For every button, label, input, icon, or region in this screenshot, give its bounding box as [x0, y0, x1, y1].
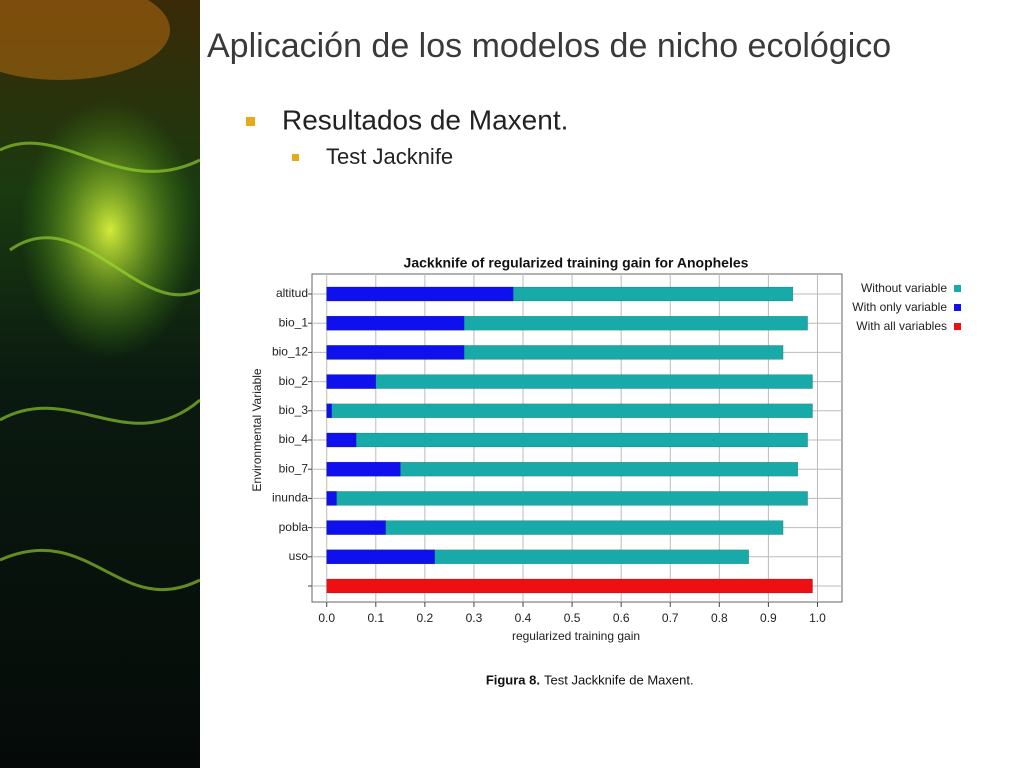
chart-title: Jackknife of regularized training gain f…: [404, 255, 749, 271]
x-tick-label: 0.3: [466, 611, 483, 625]
legend-label: With only variable: [852, 300, 947, 314]
caption-text: Test Jackknife de Maxent.: [544, 672, 694, 687]
x-axis-label: regularized training gain: [512, 629, 640, 643]
bar: [326, 374, 377, 389]
bar: [326, 520, 784, 535]
bar: [326, 345, 465, 360]
x-tick-label: 0.5: [564, 611, 581, 625]
legend-swatch: [954, 323, 961, 330]
side-swirl: [0, 141, 201, 592]
legend-label: With all variables: [856, 319, 947, 333]
bullet-icon: [246, 117, 255, 126]
slide-title: Aplicación de los modelos de nicho ecoló…: [207, 27, 891, 65]
x-tick-label: 0.0: [318, 611, 335, 625]
side-glow: [20, 100, 200, 360]
bar: [326, 432, 357, 448]
bar: [326, 491, 337, 506]
caption-label: Figura 8.: [486, 672, 540, 687]
bullet-text: Resultados de Maxent.: [282, 104, 568, 135]
sub-bullet-text: Test Jacknife: [326, 144, 453, 169]
y-tick-label: bio_4: [279, 432, 309, 446]
bar: [326, 315, 465, 331]
y-tick-label: bio_12: [272, 345, 308, 359]
bar: [326, 374, 813, 389]
x-tick-label: 0.6: [613, 611, 630, 625]
x-tick-label: 0.1: [367, 611, 384, 625]
bar: [326, 403, 813, 419]
side-glow: [0, 0, 170, 80]
x-tick-label: 1.0: [809, 611, 826, 625]
bar: [326, 520, 386, 535]
y-tick-label: bio_7: [279, 461, 309, 475]
legend-swatch: [954, 285, 961, 292]
y-tick-label: bio_1: [279, 315, 309, 329]
bar: [326, 403, 332, 419]
x-tick-label: 0.7: [662, 611, 679, 625]
x-tick-label: 0.2: [417, 611, 434, 625]
bar: [326, 578, 813, 594]
legend-label: Without variable: [861, 281, 947, 295]
x-tick-label: 0.8: [711, 611, 728, 625]
y-axis-label: Environmental Variable: [250, 368, 264, 492]
bar: [326, 432, 808, 448]
y-tick-label: bio_2: [279, 374, 309, 388]
bar: [326, 491, 808, 506]
y-tick-label: uso: [289, 549, 309, 563]
y-tick-label: inunda: [272, 491, 308, 505]
x-tick-label: 0.9: [760, 611, 777, 625]
bar: [326, 286, 514, 302]
y-tick-label: altitud: [276, 286, 308, 300]
bar: [326, 549, 435, 565]
y-tick-label: bio_3: [279, 403, 309, 417]
x-tick-label: 0.4: [515, 611, 532, 625]
y-tick-label: pobla: [279, 520, 309, 534]
bar: [326, 461, 401, 477]
bullet-icon: [292, 154, 299, 161]
legend-swatch: [954, 304, 961, 311]
